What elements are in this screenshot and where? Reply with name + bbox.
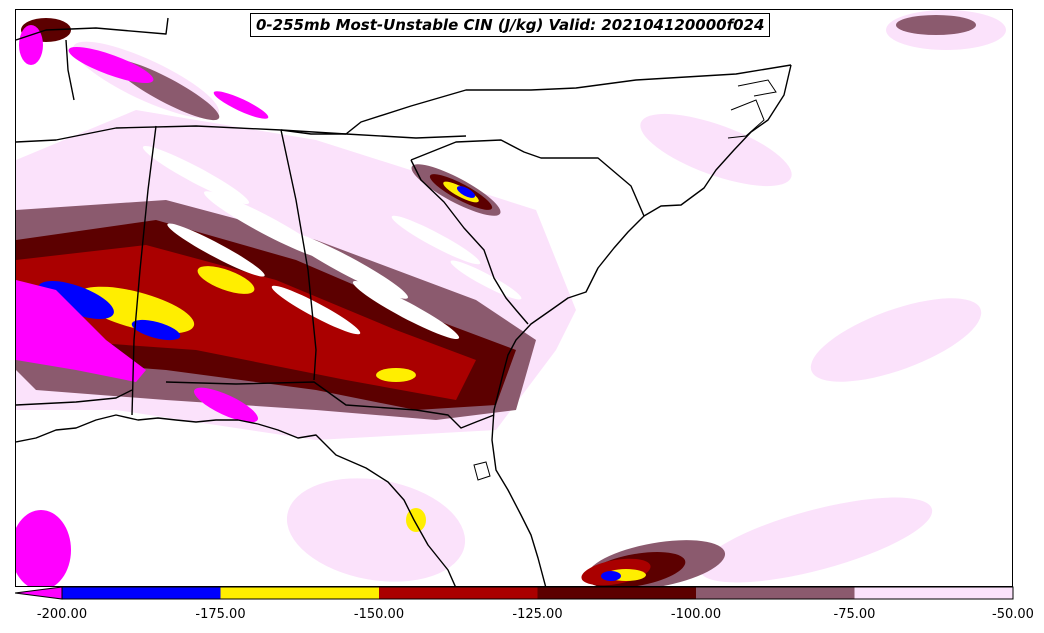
cin-region-magenta bbox=[16, 280, 146, 382]
cin-region-magenta bbox=[213, 91, 269, 119]
gulf-coastline bbox=[16, 414, 456, 586]
ky-ohio-river bbox=[16, 17, 169, 41]
colorbar-boxes bbox=[62, 587, 1014, 599]
colorbar-tick-label: -200.00 bbox=[36, 607, 88, 622]
cin-region-blue bbox=[601, 571, 621, 581]
cin-gap bbox=[271, 285, 361, 335]
ga-fl-border bbox=[165, 381, 495, 429]
cin-gap bbox=[142, 145, 250, 205]
colorbar-under-triangle bbox=[15, 586, 63, 600]
sc-ga-border bbox=[410, 159, 529, 325]
cin-region-red bbox=[16, 245, 476, 400]
lake-kentucky bbox=[65, 39, 75, 101]
cin-field-layer bbox=[16, 10, 1006, 586]
political-boundaries bbox=[16, 17, 792, 586]
lake-okeechobee bbox=[473, 461, 491, 481]
albemarle-sound bbox=[737, 79, 777, 97]
colorbar-tick-label: -125.00 bbox=[512, 607, 563, 622]
pamlico-sound bbox=[727, 99, 765, 139]
cin-region-yellow bbox=[197, 266, 255, 294]
cin-region-blue bbox=[38, 281, 114, 319]
cin-gap bbox=[352, 280, 460, 340]
cin-region-weak bbox=[286, 478, 466, 582]
cin-map bbox=[16, 10, 1006, 586]
colorbar-box-4 bbox=[696, 587, 855, 599]
al-ms-border bbox=[131, 125, 157, 416]
colorbar-tick-label: -50.00 bbox=[992, 607, 1034, 622]
cin-gap bbox=[450, 260, 522, 300]
ms-la-border bbox=[16, 389, 133, 406]
colorbar-box-3 bbox=[537, 587, 697, 599]
colorbar-box-1 bbox=[220, 587, 380, 599]
cin-region-weak bbox=[810, 298, 982, 382]
colorbar-tick-label: -100.00 bbox=[670, 607, 722, 622]
cin-region-magenta bbox=[193, 387, 259, 423]
map-title: 0-255mb Most-Unstable CIN (J/kg) Valid: … bbox=[250, 13, 771, 37]
nc-sc-border bbox=[410, 139, 645, 217]
cin-gap bbox=[391, 215, 481, 265]
cin-region-mauve bbox=[896, 15, 976, 35]
colorbar bbox=[15, 586, 1014, 600]
colorbar-box-2 bbox=[379, 587, 538, 599]
colorbar-box-5 bbox=[854, 587, 1014, 599]
cin-region-yellow bbox=[406, 508, 426, 532]
cin-region-magenta bbox=[19, 25, 43, 65]
ga-al-border bbox=[280, 129, 317, 381]
cin-region-weak bbox=[640, 113, 792, 187]
colorbar-outline bbox=[61, 586, 1014, 600]
cin-region-weak bbox=[699, 497, 933, 583]
tn-ky-border bbox=[16, 125, 467, 143]
water-bodies bbox=[473, 79, 777, 481]
colorbar-tick-label: -150.00 bbox=[353, 607, 405, 622]
va-border bbox=[345, 64, 792, 135]
colorbar-tick-label: -75.00 bbox=[833, 607, 876, 622]
colorbar-tick-label: -175.00 bbox=[195, 607, 246, 622]
cin-gap bbox=[284, 231, 408, 299]
cin-region-magenta bbox=[68, 46, 154, 84]
cin-region-magenta bbox=[16, 510, 71, 586]
colorbar-box-0 bbox=[62, 587, 221, 599]
map-panel bbox=[15, 9, 1013, 587]
cin-region-blue bbox=[456, 186, 476, 198]
cin-gap bbox=[167, 223, 265, 277]
nc-tn-border bbox=[280, 129, 346, 135]
cin-region-yellow bbox=[376, 368, 416, 382]
atlantic-coastline bbox=[491, 64, 792, 586]
cin-region-blue bbox=[131, 319, 181, 341]
